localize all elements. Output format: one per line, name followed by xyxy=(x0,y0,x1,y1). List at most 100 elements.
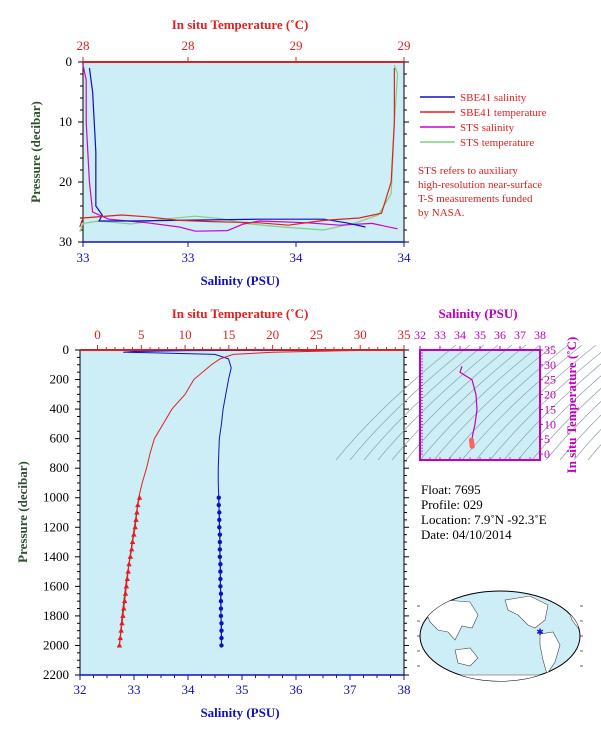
y-axis-title: Pressure (decibar) xyxy=(15,461,30,563)
legend-label: SBE41 salinity xyxy=(460,92,527,104)
density-contour xyxy=(531,387,601,461)
temperature-marker xyxy=(135,502,141,508)
temperature-marker xyxy=(134,509,140,515)
temperature-marker xyxy=(121,605,127,611)
bottom-tick-label: 36 xyxy=(290,682,304,697)
salinity-marker xyxy=(218,569,223,574)
ts-top-tick-label: 33 xyxy=(434,328,446,342)
density-contour xyxy=(405,344,527,461)
salinity-marker xyxy=(219,628,224,633)
top-tick-label: 28 xyxy=(77,38,90,53)
ts-diagram: Salinity (PSU)32 33 34 35 36 37 38051015202530… xyxy=(335,306,601,474)
temperature-marker xyxy=(131,531,137,537)
ts-right-tick-label: 25 xyxy=(544,373,556,387)
density-contour xyxy=(377,344,499,461)
bottom-tick-label: 37 xyxy=(344,682,358,697)
note-line: high-resolution near-surface xyxy=(418,179,542,191)
top-tick-label: 28 xyxy=(182,38,195,53)
bottom-tick-label: 32 xyxy=(74,682,87,697)
y-tick-label: 1800 xyxy=(43,608,69,623)
x-axis-title: Salinity (PSU) xyxy=(200,705,279,720)
ts-top-tick-label: 32 xyxy=(414,328,426,342)
salinity-marker xyxy=(216,502,221,508)
density-contour xyxy=(419,344,541,461)
float-number: Float: 7695 xyxy=(421,482,481,497)
salinity-line xyxy=(123,349,351,646)
bottom-tick-label: 35 xyxy=(236,682,249,697)
south-america-landmass xyxy=(539,631,561,675)
legend: SBE41 salinity SBE41 temperature STS salin… xyxy=(420,92,547,149)
ts-right-tick-label: 30 xyxy=(544,358,556,372)
legend-label: STS temperature xyxy=(460,137,534,149)
top-tick-label: 25 xyxy=(310,327,323,342)
temperature-marker xyxy=(127,553,134,559)
north-america-landmass xyxy=(504,595,549,629)
ts-top-tick-label: 34 xyxy=(454,328,466,342)
salinity-marker xyxy=(217,525,222,530)
temperature-marker xyxy=(117,635,123,641)
ts-right-axis-title: In situ Temperature (˚C) xyxy=(564,337,579,474)
location: Location: 7.9˚N -92.3˚E xyxy=(421,512,547,527)
bottom-tick-label: 33 xyxy=(128,682,141,697)
density-contour xyxy=(503,363,601,461)
density-contour xyxy=(489,351,601,461)
series-line xyxy=(79,68,395,228)
salinity-marker xyxy=(217,554,223,560)
y-tick-label: 2000 xyxy=(43,637,69,652)
y-tick-label: 1000 xyxy=(43,490,69,505)
temperature-marker xyxy=(128,546,135,552)
density-contour xyxy=(475,344,597,461)
density-contour xyxy=(391,344,513,461)
ts-line xyxy=(459,366,478,440)
temperature-marker xyxy=(125,568,131,574)
bottom-chart: In situ Temperature (˚C) Salinity (PSU) Pr… xyxy=(15,306,411,720)
profile-number: Profile: 029 xyxy=(421,497,483,512)
salinity-marker xyxy=(219,643,224,648)
top-tick-label: 20 xyxy=(266,327,279,342)
salinity-marker xyxy=(218,598,224,604)
top-tick-label: 0 xyxy=(94,327,101,342)
ts-right-tick-label: 15 xyxy=(544,402,556,416)
temperature-marker xyxy=(121,598,128,604)
salinity-marker xyxy=(219,621,224,626)
y-tick-label: 800 xyxy=(50,460,70,475)
density-contour xyxy=(559,414,601,461)
ts-right-tick-label: 5 xyxy=(544,432,550,446)
density-contour xyxy=(349,344,471,461)
series-line xyxy=(82,64,398,232)
density-contours xyxy=(335,344,601,461)
y-tick-label: 200 xyxy=(50,372,70,387)
ts-right-tick-label: 35 xyxy=(544,343,556,357)
temperature-marker xyxy=(132,524,138,530)
temperature-marker xyxy=(133,516,139,522)
salinity-marker xyxy=(217,532,223,537)
top-chart: In situ Temperature (˚C) Salinity (PSU) Pr… xyxy=(28,17,547,288)
top-tick-label: 35 xyxy=(398,327,411,342)
temperature-marker xyxy=(126,561,132,567)
ts-top-tick-label: 38 xyxy=(534,328,546,342)
float-info: Float: 7695 Profile: 029 Location: 7.9˚N… xyxy=(421,482,547,542)
density-contour xyxy=(447,344,569,461)
bottom-tick-label: 38 xyxy=(398,682,411,697)
bottom-tick-label: 33 xyxy=(182,250,195,265)
y-tick-label: 2200 xyxy=(43,667,69,682)
temperature-marker xyxy=(119,620,125,626)
asia-landmass xyxy=(424,599,479,641)
density-contour xyxy=(363,344,485,461)
x-axis-title: Salinity (PSU) xyxy=(200,273,279,288)
salinity-marker xyxy=(218,562,223,567)
ts-plot-area xyxy=(419,349,541,461)
world-map: ✱ xyxy=(417,590,583,682)
top-tick-label: 30 xyxy=(354,327,367,342)
bottom-tick-label: 34 xyxy=(182,682,196,697)
density-contour xyxy=(573,428,601,461)
temperature-marker xyxy=(136,494,143,500)
density-contour xyxy=(433,344,555,461)
salinity-marker xyxy=(217,547,223,552)
note-line: T-S measurements funded xyxy=(418,193,533,205)
ts-right-tick-label: 0 xyxy=(544,447,550,461)
top-tick-label: 10 xyxy=(179,327,192,342)
salinity-marker xyxy=(217,539,223,545)
bottom-tick-label: 34 xyxy=(290,250,304,265)
